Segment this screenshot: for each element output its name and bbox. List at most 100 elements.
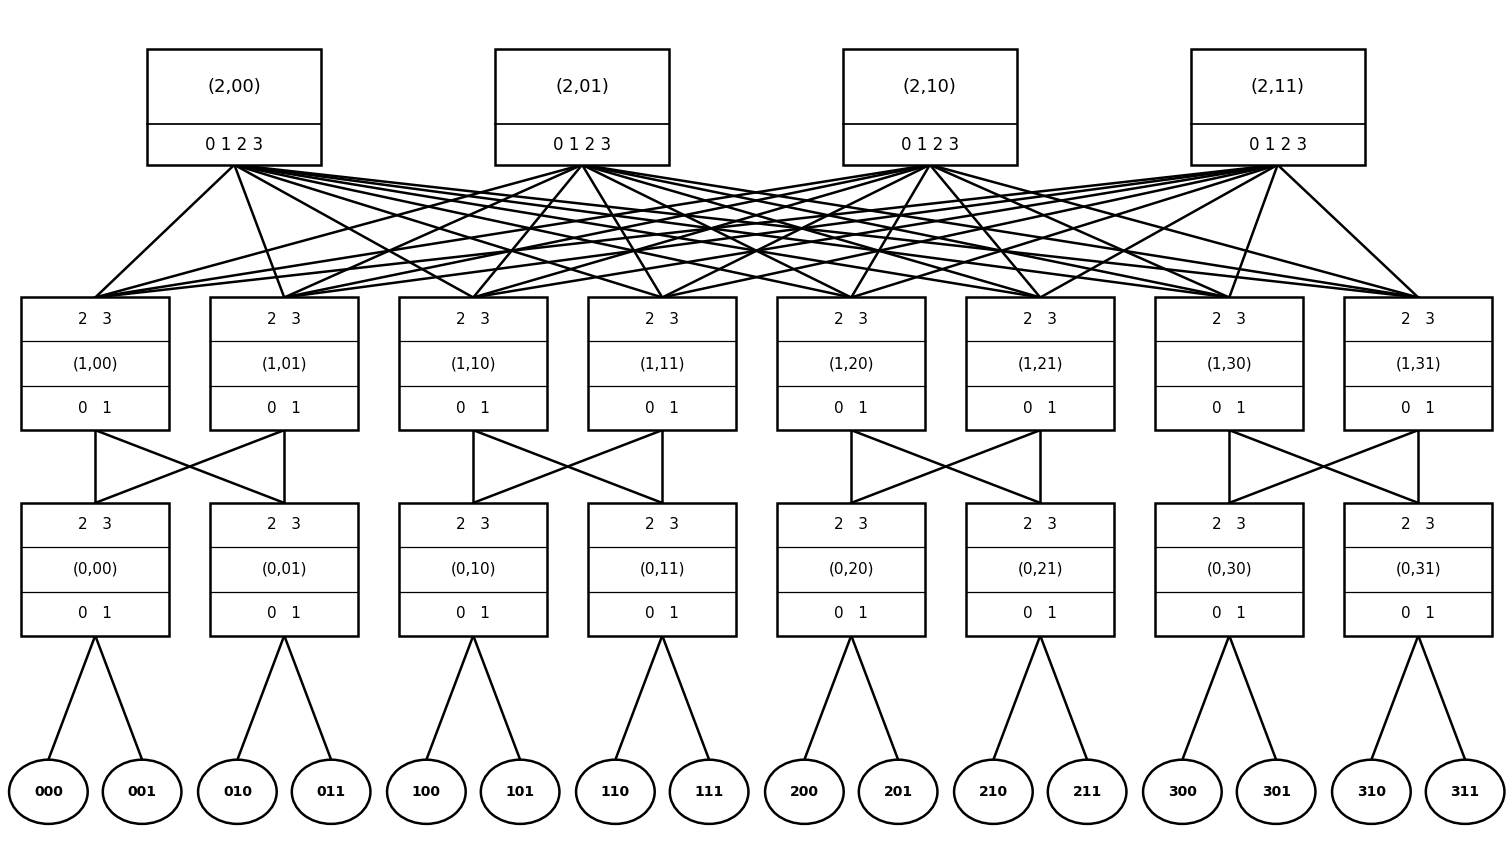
Ellipse shape bbox=[954, 760, 1033, 823]
Text: 0   1: 0 1 bbox=[1024, 401, 1057, 416]
Text: (1,31): (1,31) bbox=[1396, 356, 1441, 372]
Text: (2,01): (2,01) bbox=[555, 78, 609, 96]
Text: 2   3: 2 3 bbox=[646, 312, 679, 327]
Text: 2   3: 2 3 bbox=[1402, 517, 1435, 532]
Text: 0 1 2 3: 0 1 2 3 bbox=[1249, 135, 1306, 153]
Text: 0 1 2 3: 0 1 2 3 bbox=[901, 135, 959, 153]
Text: 2   3: 2 3 bbox=[1024, 312, 1057, 327]
Text: 0   1: 0 1 bbox=[79, 606, 112, 621]
Text: 201: 201 bbox=[883, 785, 913, 799]
Text: 2   3: 2 3 bbox=[79, 312, 112, 327]
Text: 0   1: 0 1 bbox=[835, 401, 868, 416]
Text: 0 1 2 3: 0 1 2 3 bbox=[206, 135, 263, 153]
Text: 110: 110 bbox=[600, 785, 631, 799]
Text: (0,01): (0,01) bbox=[262, 562, 307, 577]
Text: 310: 310 bbox=[1356, 785, 1387, 799]
Ellipse shape bbox=[103, 760, 181, 823]
Text: 010: 010 bbox=[222, 785, 253, 799]
Text: (0,10): (0,10) bbox=[451, 562, 496, 577]
FancyBboxPatch shape bbox=[1344, 298, 1492, 431]
FancyBboxPatch shape bbox=[966, 503, 1114, 635]
Text: 2   3: 2 3 bbox=[646, 517, 679, 532]
Ellipse shape bbox=[481, 760, 559, 823]
Text: 0   1: 0 1 bbox=[646, 401, 679, 416]
Text: 0   1: 0 1 bbox=[268, 401, 301, 416]
Text: (0,20): (0,20) bbox=[829, 562, 874, 577]
Text: 0   1: 0 1 bbox=[268, 606, 301, 621]
Ellipse shape bbox=[670, 760, 748, 823]
Text: (1,21): (1,21) bbox=[1018, 356, 1063, 372]
Text: 301: 301 bbox=[1261, 785, 1291, 799]
FancyBboxPatch shape bbox=[399, 503, 547, 635]
Text: (2,00): (2,00) bbox=[207, 78, 262, 96]
Text: 200: 200 bbox=[789, 785, 820, 799]
Ellipse shape bbox=[292, 760, 370, 823]
FancyBboxPatch shape bbox=[210, 503, 358, 635]
Text: 0   1: 0 1 bbox=[1402, 401, 1435, 416]
FancyBboxPatch shape bbox=[1155, 298, 1303, 431]
Ellipse shape bbox=[198, 760, 277, 823]
Text: (0,30): (0,30) bbox=[1207, 562, 1252, 577]
Text: 011: 011 bbox=[316, 785, 346, 799]
Text: 0   1: 0 1 bbox=[646, 606, 679, 621]
FancyBboxPatch shape bbox=[842, 50, 1016, 164]
Text: 2   3: 2 3 bbox=[835, 517, 868, 532]
Text: (2,11): (2,11) bbox=[1250, 78, 1305, 96]
Text: 2   3: 2 3 bbox=[268, 312, 301, 327]
Text: 2   3: 2 3 bbox=[457, 312, 490, 327]
Ellipse shape bbox=[859, 760, 937, 823]
Text: 0   1: 0 1 bbox=[1402, 606, 1435, 621]
FancyBboxPatch shape bbox=[588, 503, 736, 635]
Ellipse shape bbox=[1237, 760, 1315, 823]
Text: (0,31): (0,31) bbox=[1396, 562, 1441, 577]
FancyBboxPatch shape bbox=[496, 50, 668, 164]
Text: 100: 100 bbox=[411, 785, 442, 799]
Text: 2   3: 2 3 bbox=[1402, 312, 1435, 327]
Text: (0,00): (0,00) bbox=[73, 562, 118, 577]
Text: 2   3: 2 3 bbox=[1213, 517, 1246, 532]
Text: 2   3: 2 3 bbox=[835, 312, 868, 327]
FancyBboxPatch shape bbox=[777, 503, 925, 635]
FancyBboxPatch shape bbox=[1344, 503, 1492, 635]
FancyBboxPatch shape bbox=[966, 298, 1114, 431]
Text: (0,11): (0,11) bbox=[640, 562, 685, 577]
Text: 211: 211 bbox=[1072, 785, 1102, 799]
FancyBboxPatch shape bbox=[777, 298, 925, 431]
Text: 2   3: 2 3 bbox=[457, 517, 490, 532]
Ellipse shape bbox=[1426, 760, 1504, 823]
Text: (1,20): (1,20) bbox=[829, 356, 874, 372]
Text: 210: 210 bbox=[978, 785, 1009, 799]
Text: 0   1: 0 1 bbox=[457, 401, 490, 416]
Text: 0 1 2 3: 0 1 2 3 bbox=[553, 135, 611, 153]
Ellipse shape bbox=[387, 760, 466, 823]
Text: (2,10): (2,10) bbox=[903, 78, 957, 96]
Ellipse shape bbox=[1143, 760, 1222, 823]
Ellipse shape bbox=[576, 760, 655, 823]
Ellipse shape bbox=[1332, 760, 1411, 823]
Text: 2   3: 2 3 bbox=[1213, 312, 1246, 327]
Text: (1,11): (1,11) bbox=[640, 356, 685, 372]
FancyBboxPatch shape bbox=[210, 298, 358, 431]
Text: 0   1: 0 1 bbox=[1213, 401, 1246, 416]
Text: 0   1: 0 1 bbox=[1213, 606, 1246, 621]
FancyBboxPatch shape bbox=[21, 298, 169, 431]
Text: (0,21): (0,21) bbox=[1018, 562, 1063, 577]
FancyBboxPatch shape bbox=[399, 298, 547, 431]
Text: 101: 101 bbox=[505, 785, 535, 799]
Text: (1,01): (1,01) bbox=[262, 356, 307, 372]
Text: 2   3: 2 3 bbox=[1024, 517, 1057, 532]
Ellipse shape bbox=[1048, 760, 1126, 823]
Text: 2   3: 2 3 bbox=[79, 517, 112, 532]
Text: (1,30): (1,30) bbox=[1207, 356, 1252, 372]
Text: (1,10): (1,10) bbox=[451, 356, 496, 372]
Text: 2   3: 2 3 bbox=[268, 517, 301, 532]
Ellipse shape bbox=[9, 760, 88, 823]
Text: (1,00): (1,00) bbox=[73, 356, 118, 372]
Text: 000: 000 bbox=[33, 785, 64, 799]
Text: 0   1: 0 1 bbox=[457, 606, 490, 621]
Text: 111: 111 bbox=[694, 785, 724, 799]
FancyBboxPatch shape bbox=[1191, 50, 1364, 164]
Text: 311: 311 bbox=[1450, 785, 1480, 799]
FancyBboxPatch shape bbox=[588, 298, 736, 431]
FancyBboxPatch shape bbox=[1155, 503, 1303, 635]
